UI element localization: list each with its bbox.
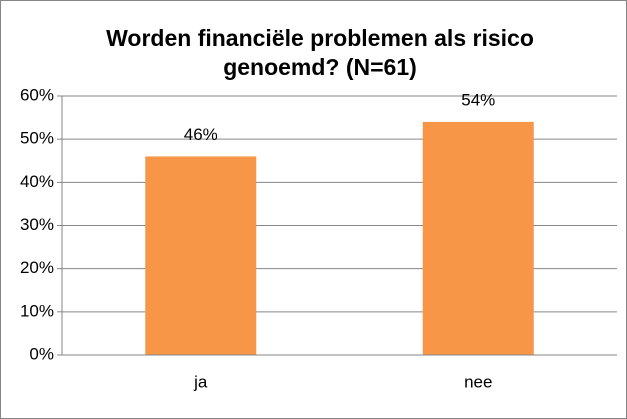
y-tick-label: 40% <box>20 172 54 191</box>
y-tick-label: 30% <box>20 215 54 234</box>
x-tick-label: ja <box>193 372 208 391</box>
y-tick-label: 60% <box>20 85 54 104</box>
y-tick-label: 50% <box>20 129 54 148</box>
y-tick-label: 0% <box>29 344 54 363</box>
bar <box>422 121 534 356</box>
data-label: 54% <box>461 90 495 109</box>
x-tick-label: nee <box>464 372 492 391</box>
chart-title: Worden financiële problemen als risico g… <box>106 25 534 80</box>
y-tick-label: 20% <box>20 258 54 277</box>
y-tick-label: 10% <box>20 301 54 320</box>
data-label: 46% <box>184 125 218 144</box>
bar <box>145 156 257 355</box>
